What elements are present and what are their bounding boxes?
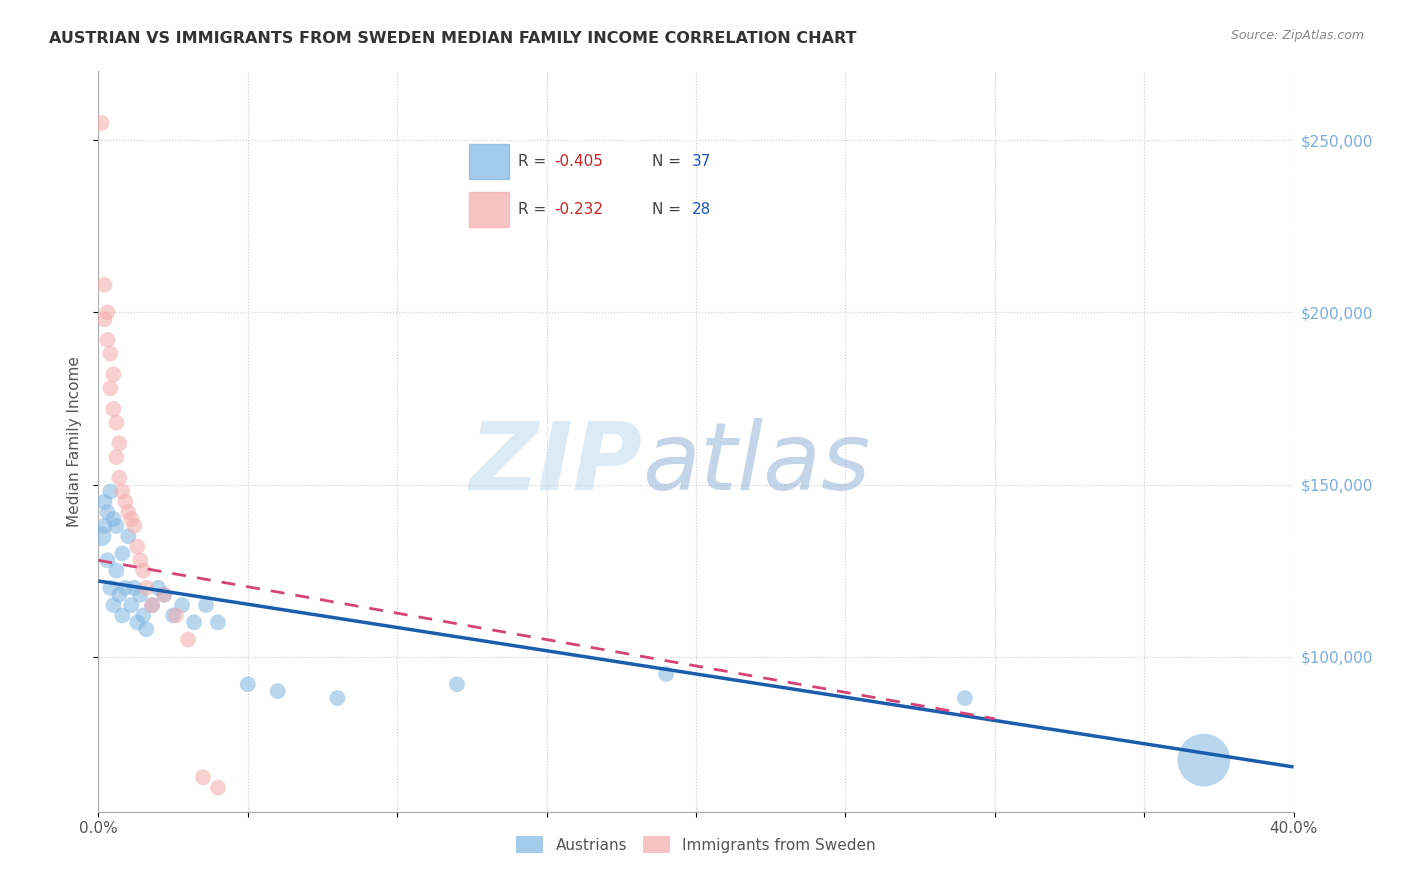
Point <box>195 598 218 612</box>
Point <box>141 598 163 612</box>
Legend: Austrians, Immigrants from Sweden: Austrians, Immigrants from Sweden <box>510 830 882 860</box>
Point <box>96 333 118 347</box>
Point <box>1192 753 1215 767</box>
Point <box>103 512 125 526</box>
Point <box>183 615 205 630</box>
Point <box>90 529 112 543</box>
Point <box>108 436 131 450</box>
Y-axis label: Median Family Income: Median Family Income <box>67 356 83 527</box>
Point <box>96 505 118 519</box>
Point <box>103 598 125 612</box>
Point <box>153 588 176 602</box>
Point <box>105 416 128 430</box>
Point <box>177 632 200 647</box>
Point <box>98 347 122 361</box>
Point <box>114 581 136 595</box>
Point <box>165 608 187 623</box>
Point <box>105 519 128 533</box>
Point <box>93 495 115 509</box>
Point <box>129 553 152 567</box>
Point <box>98 484 122 499</box>
Point <box>326 691 349 706</box>
Point <box>93 312 115 326</box>
Point <box>153 588 176 602</box>
Point <box>93 277 115 292</box>
Point <box>446 677 468 691</box>
Point <box>655 667 678 681</box>
Point <box>135 581 157 595</box>
Point <box>90 116 112 130</box>
Point <box>129 588 152 602</box>
Point <box>103 368 125 382</box>
Point <box>207 780 229 795</box>
Point <box>207 615 229 630</box>
Text: AUSTRIAN VS IMMIGRANTS FROM SWEDEN MEDIAN FAMILY INCOME CORRELATION CHART: AUSTRIAN VS IMMIGRANTS FROM SWEDEN MEDIA… <box>49 31 856 46</box>
Point <box>98 381 122 395</box>
Point <box>117 505 139 519</box>
Point <box>111 546 134 560</box>
Text: ZIP: ZIP <box>470 417 643 509</box>
Point <box>103 401 125 416</box>
Point <box>132 608 155 623</box>
Point <box>117 529 139 543</box>
Point <box>141 598 163 612</box>
Point <box>96 305 118 319</box>
Point <box>124 581 146 595</box>
Text: Source: ZipAtlas.com: Source: ZipAtlas.com <box>1230 29 1364 42</box>
Point <box>267 684 290 698</box>
Point <box>111 608 134 623</box>
Point <box>191 770 214 784</box>
Point <box>120 512 142 526</box>
Point <box>236 677 259 691</box>
Point <box>108 588 131 602</box>
Point <box>105 564 128 578</box>
Point <box>108 471 131 485</box>
Point <box>98 581 122 595</box>
Point <box>105 450 128 464</box>
Point <box>124 519 146 533</box>
Point <box>114 495 136 509</box>
Point <box>127 540 149 554</box>
Point <box>132 564 155 578</box>
Point <box>953 691 976 706</box>
Point <box>96 553 118 567</box>
Point <box>162 608 184 623</box>
Point <box>111 484 134 499</box>
Point <box>93 519 115 533</box>
Point <box>127 615 149 630</box>
Text: atlas: atlas <box>643 418 870 509</box>
Point <box>148 581 170 595</box>
Point <box>172 598 194 612</box>
Point <box>135 622 157 636</box>
Point <box>120 598 142 612</box>
